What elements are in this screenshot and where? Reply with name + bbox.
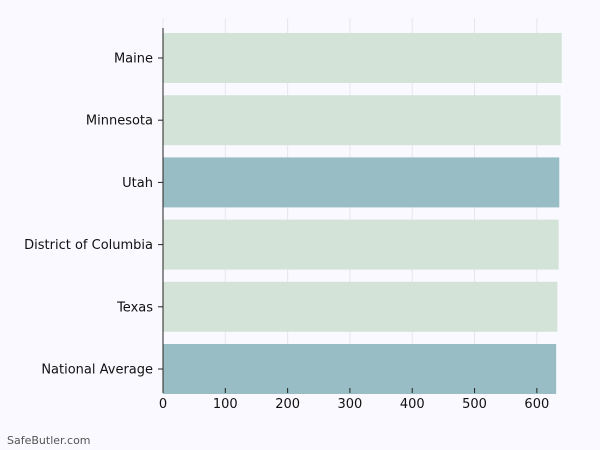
x-tick-label: 600 bbox=[524, 397, 549, 412]
bars bbox=[163, 33, 562, 394]
category-label: Utah bbox=[122, 176, 153, 191]
x-tick-label: 500 bbox=[462, 397, 487, 412]
category-label: Minnesota bbox=[86, 114, 153, 129]
bar bbox=[163, 33, 562, 83]
x-tick-label: 0 bbox=[159, 397, 167, 412]
category-label: Texas bbox=[116, 300, 153, 315]
bar bbox=[163, 157, 560, 208]
category-labels: Maine Minnesota Utah District of Columbia Te… bbox=[24, 28, 164, 388]
category-label: National Average bbox=[41, 363, 153, 378]
bar bbox=[163, 281, 558, 332]
x-tick-label: 300 bbox=[338, 397, 363, 412]
x-tick-label: 400 bbox=[400, 397, 425, 412]
x-axis-ticks: 0 100 200 300 400 500 600 bbox=[159, 388, 549, 412]
category-label: District of Columbia bbox=[24, 238, 153, 253]
bar bbox=[163, 219, 559, 270]
bar bbox=[163, 344, 557, 394]
category-label: Maine bbox=[114, 52, 153, 67]
x-tick-label: 200 bbox=[275, 397, 300, 412]
watermark: SafeButler.com bbox=[7, 434, 91, 447]
bar bbox=[163, 95, 561, 146]
x-tick-label: 100 bbox=[213, 397, 238, 412]
